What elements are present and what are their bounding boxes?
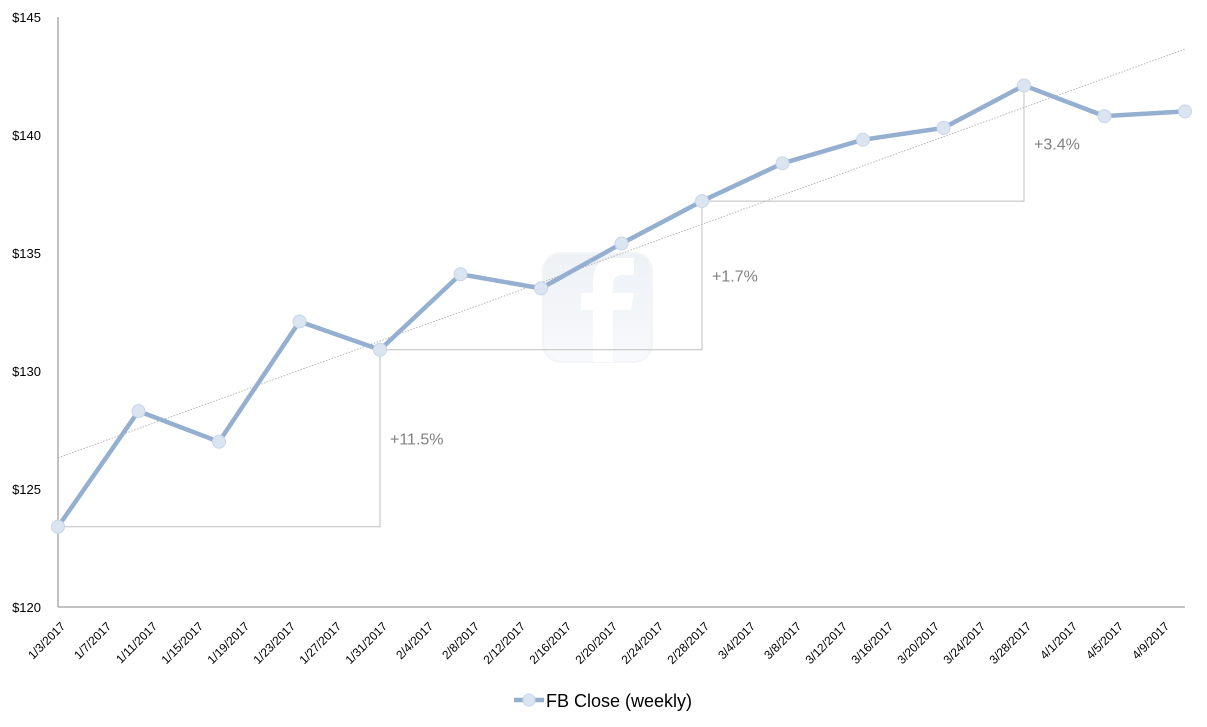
data-point[interactable] <box>373 342 387 357</box>
data-point[interactable] <box>1017 78 1031 93</box>
x-tick-label: 2/24/2017 <box>618 619 666 667</box>
x-tick-label: 3/24/2017 <box>940 619 988 667</box>
data-point[interactable] <box>936 120 951 135</box>
x-tick-label: 1/27/2017 <box>296 619 344 667</box>
y-tick-label: $140 <box>12 128 41 143</box>
annotation-layer: +11.5% +1.7% +3.4% <box>58 85 1080 528</box>
y-tick-label: $145 <box>12 10 41 25</box>
x-tick-labels: 1/3/2017 1/7/20171/11/20171/15/20171/19/2… <box>25 619 1172 667</box>
x-tick-label: 3/8/2017 <box>761 619 804 662</box>
x-tick-label: 2/16/2017 <box>526 619 574 667</box>
annotation-bracket <box>380 201 703 351</box>
data-point[interactable] <box>1178 104 1192 119</box>
annotation-bracket <box>702 85 1025 202</box>
y-tick-label: $125 <box>12 482 41 497</box>
x-tick-label: 4/5/2017 <box>1083 619 1126 662</box>
data-point[interactable] <box>131 404 146 419</box>
x-tick-label: 2/28/2017 <box>664 619 712 667</box>
data-point[interactable] <box>1097 109 1112 124</box>
annotation-label: +11.5% <box>390 431 444 448</box>
x-tick-label: 2/4/2017 <box>393 619 436 662</box>
x-tick-label: 2/12/2017 <box>480 619 528 667</box>
legend-label: FB Close (weekly) <box>546 691 692 711</box>
facebook-logo-icon <box>542 252 653 363</box>
axes <box>57 17 1185 608</box>
annotation-bracket <box>58 349 381 528</box>
y-tick-labels: $120 $125 $130 $135 $140 $145 <box>12 10 41 615</box>
legend[interactable]: FB Close (weekly) <box>514 691 692 711</box>
x-tick-label: 3/20/2017 <box>894 619 942 667</box>
x-tick-label: 1/15/2017 <box>158 619 206 667</box>
x-tick-label: 1/11/2017 <box>113 619 160 666</box>
data-point[interactable] <box>453 267 468 282</box>
legend-marker-swatch <box>522 693 536 707</box>
annotation-label: +3.4% <box>1034 136 1080 153</box>
y-tick-label: $130 <box>12 364 41 379</box>
data-point[interactable] <box>212 434 226 449</box>
x-tick-label: 4/1/2017 <box>1037 619 1080 662</box>
x-tick-label: 4/9/2017 <box>1129 619 1172 662</box>
data-point[interactable] <box>51 519 65 534</box>
x-tick-label: 1/19/2017 <box>204 619 252 667</box>
x-tick-label: 3/16/2017 <box>848 619 896 667</box>
data-point[interactable] <box>534 281 548 296</box>
x-tick-label: 3/28/2017 <box>986 619 1034 667</box>
y-tick-label: $135 <box>12 246 41 261</box>
x-tick-label: 1/23/2017 <box>250 619 298 667</box>
y-tick-label: $120 <box>12 600 41 615</box>
data-point[interactable] <box>695 194 709 209</box>
x-tick-label: 1/7/2017 <box>71 619 114 662</box>
x-tick-label: 3/4/2017 <box>715 619 758 662</box>
x-tick-label: 1/31/2017 <box>342 619 390 667</box>
x-tick-label: 2/8/2017 <box>439 619 482 662</box>
data-point[interactable] <box>292 314 307 329</box>
data-point[interactable] <box>856 132 870 147</box>
data-point[interactable] <box>614 236 629 251</box>
x-tick-label: 3/12/2017 <box>802 619 850 667</box>
x-tick-label: 1/3/2017 <box>25 619 68 662</box>
annotation-label: +1.7% <box>712 268 758 285</box>
x-tick-label: 2/20/2017 <box>572 619 620 667</box>
data-point[interactable] <box>775 156 790 171</box>
series-layer <box>51 78 1192 534</box>
